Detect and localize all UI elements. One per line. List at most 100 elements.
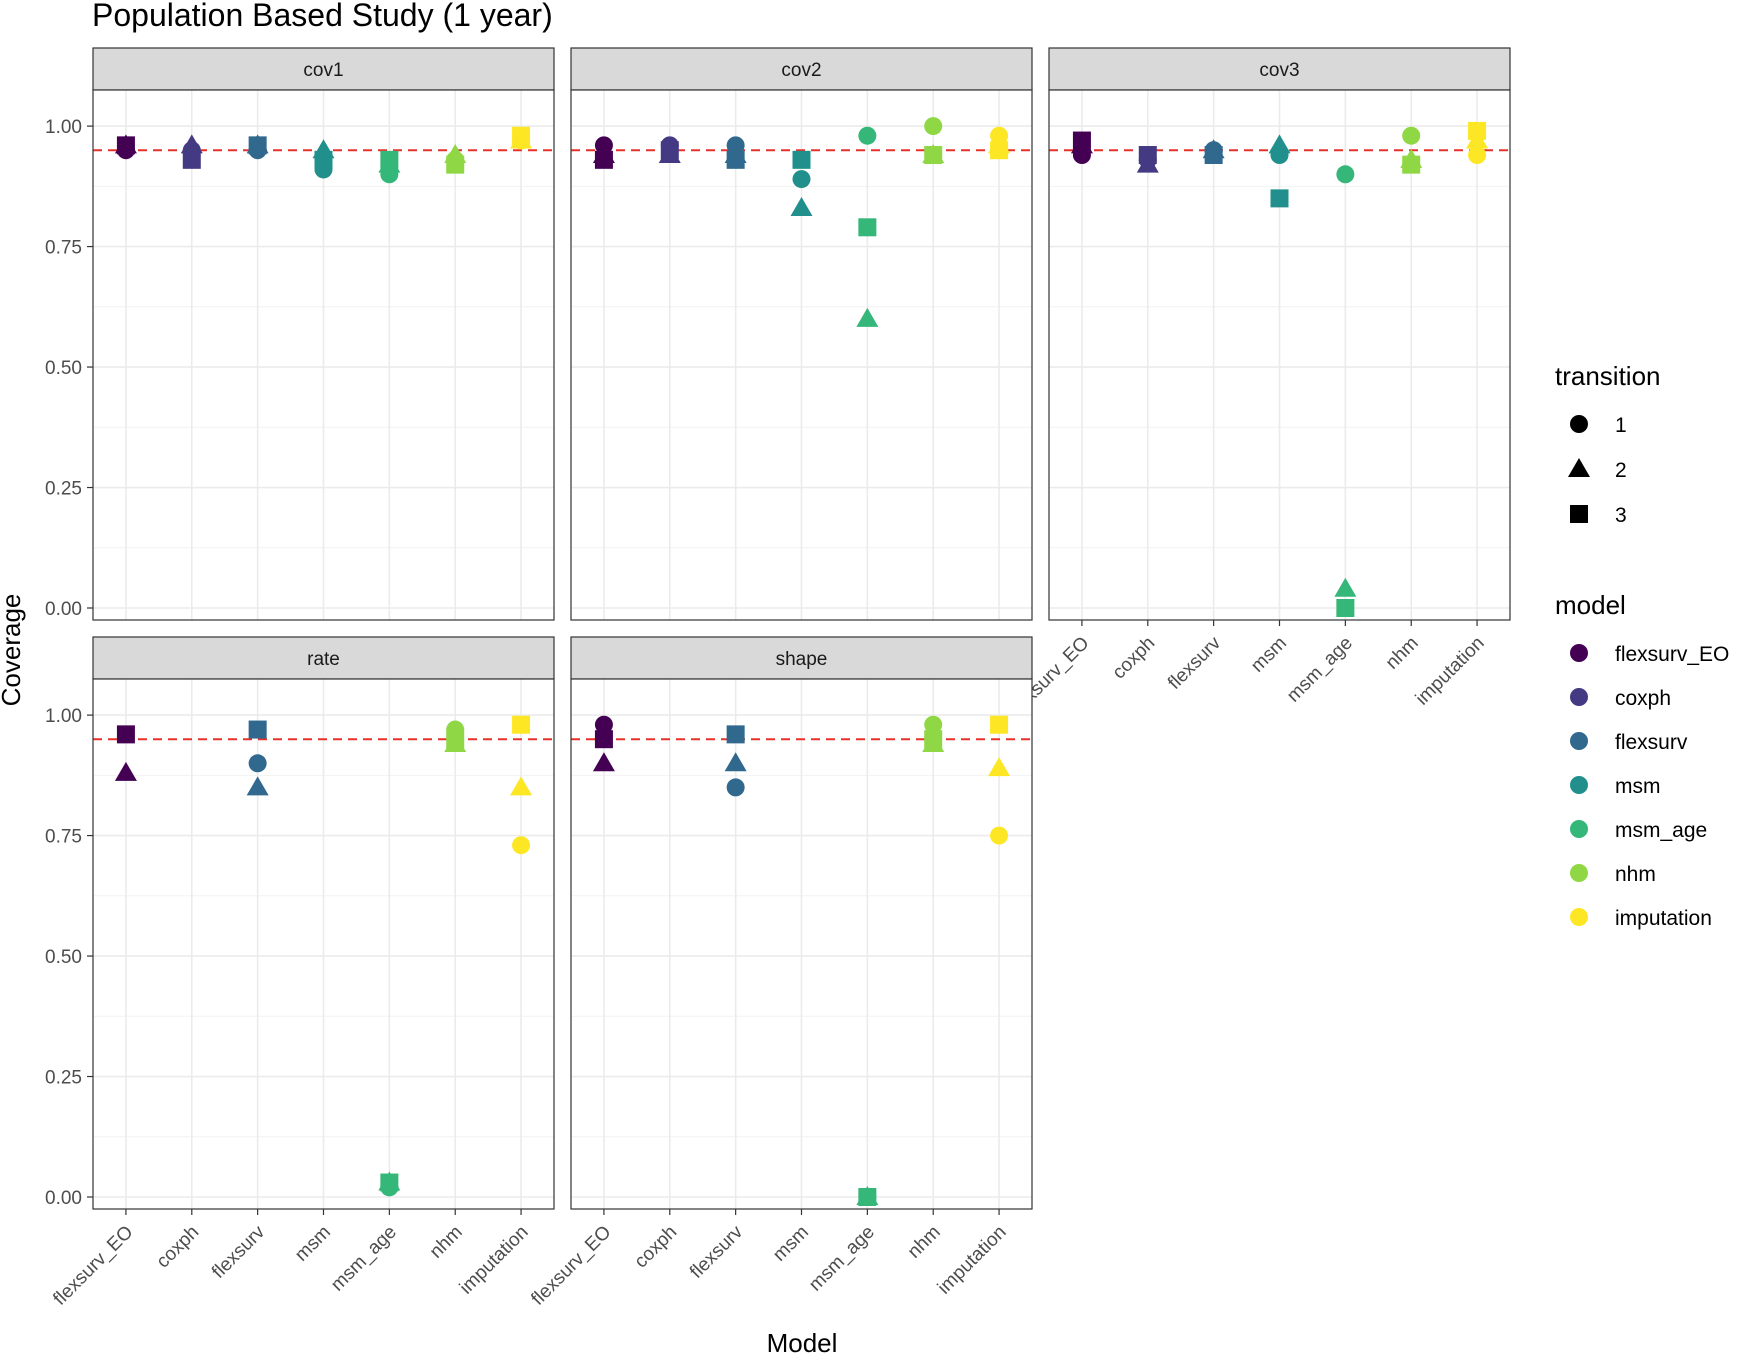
legend-label-model: coxph: [1615, 687, 1671, 710]
point-imputation-t1: [990, 826, 1009, 845]
point-msm_age-t1: [1336, 165, 1355, 184]
legend-label-model: imputation: [1615, 907, 1712, 930]
facet-strip: [570, 636, 1033, 680]
point-msm_age-t3: [380, 150, 399, 169]
legend-key-model-flexsurv_EO: [1570, 644, 1588, 662]
x-tick-label: coxph: [631, 1222, 682, 1273]
point-flexsurv-t3: [726, 725, 745, 744]
point-imputation-t3: [990, 141, 1009, 160]
point-msm-t3: [1270, 189, 1289, 208]
facet-strip-label: cov3: [1259, 60, 1299, 81]
facet-panels: cov1 0.00 0.25 0.50 0.75 1.00 cov2 cov3 flexsurv…: [45, 47, 1511, 1310]
x-tick-label: msm_age: [327, 1222, 401, 1296]
y-tick-label: 0.50: [45, 358, 82, 379]
point-msm_age-t3: [858, 218, 877, 237]
point-flexsurv-t3: [726, 150, 745, 169]
point-coxph-t2: [180, 134, 203, 154]
y-tick-label: 1.00: [45, 706, 82, 727]
x-tick-label: msm_age: [1283, 633, 1357, 707]
point-imputation-t3: [512, 126, 531, 145]
legend-label-transition: 2: [1615, 459, 1627, 482]
chart-title: Population Based Study (1 year): [92, 0, 553, 33]
legend-key-transition-2: [1568, 458, 1590, 477]
point-imputation-t2: [510, 776, 533, 796]
point-nhm-t1: [1402, 126, 1421, 145]
point-msm_age-t3: [380, 1173, 399, 1192]
x-tick-label: nhm: [904, 1222, 945, 1263]
point-flexsurv_EO-t3: [116, 725, 135, 744]
point-nhm-t3: [924, 730, 943, 749]
point-flexsurv_EO-t2: [592, 752, 615, 772]
y-tick-label: 0.00: [45, 1188, 82, 1209]
y-axis-title: Coverage: [0, 594, 26, 707]
legend-key-model-imputation: [1570, 908, 1588, 926]
point-flexsurv_EO-t2: [114, 761, 137, 781]
point-flexsurv_EO-t3: [594, 150, 613, 169]
facet-strip: [92, 636, 555, 680]
facet-strip: [92, 47, 555, 91]
legend-title-model: model: [1555, 590, 1626, 620]
legend-key-model-flexsurv: [1570, 732, 1588, 750]
point-flexsurv_EO-t3: [594, 730, 613, 749]
point-nhm-t1: [924, 715, 943, 734]
legend-key-model-msm_age: [1570, 820, 1588, 838]
x-tick-label: imputation: [456, 1222, 533, 1299]
point-flexsurv-t1: [726, 778, 745, 797]
legend-label-model: msm: [1615, 775, 1661, 798]
point-flexsurv-t3: [1204, 146, 1223, 165]
point-flexsurv_EO-t1: [594, 715, 613, 734]
x-tick-label: flexsurv: [208, 1221, 269, 1282]
point-coxph-t3: [182, 150, 201, 169]
facet-strip-label: rate: [307, 649, 340, 670]
legend-label-model: nhm: [1615, 863, 1656, 886]
x-tick-label: nhm: [1382, 633, 1423, 674]
point-nhm-t1: [924, 117, 943, 136]
panel-border: [570, 89, 1033, 621]
point-flexsurv-t3: [248, 720, 267, 739]
facet-strip-label: shape: [776, 649, 828, 670]
y-tick-label: 1.00: [45, 117, 82, 138]
legend-label-transition: 3: [1615, 504, 1627, 527]
point-flexsurv-t2: [724, 752, 747, 772]
point-msm_age-t1: [858, 126, 877, 145]
point-flexsurv_EO-t3: [116, 136, 135, 155]
point-flexsurv-t3: [248, 136, 267, 155]
point-nhm-t3: [446, 730, 465, 749]
point-msm_age-t2: [1334, 577, 1357, 597]
point-flexsurv-t1: [248, 754, 267, 773]
legend-label-transition: 1: [1615, 414, 1627, 437]
x-tick-label: imputation: [934, 1222, 1011, 1299]
point-msm-t3: [314, 150, 333, 169]
y-tick-label: 0.75: [45, 827, 82, 848]
x-axis-title: Model: [767, 1328, 838, 1358]
point-coxph-t3: [660, 141, 679, 160]
x-tick-label: msm: [769, 1222, 813, 1266]
x-tick-label: coxph: [1109, 633, 1160, 684]
x-tick-label: msm: [1247, 633, 1291, 677]
point-msm-t1: [792, 170, 811, 189]
legend-label-model: msm_age: [1615, 819, 1707, 842]
facet-strip-label: cov2: [781, 60, 821, 81]
facet-panel-rate: rate 0.00 0.25 0.50 0.75 1.00 flexsurv_EO coxph…: [45, 636, 555, 1310]
legend-key-model-nhm: [1570, 864, 1588, 882]
point-nhm-t3: [446, 155, 465, 174]
legend-key-model-msm: [1570, 776, 1588, 794]
point-imputation-t3: [990, 715, 1009, 734]
point-msm-t2: [1268, 134, 1291, 154]
legend-title-transition: transition: [1555, 361, 1661, 391]
x-tick-label: flexsurv: [686, 1221, 747, 1282]
point-imputation-t2: [988, 757, 1011, 777]
legend-key-transition-3: [1570, 505, 1588, 523]
x-tick-label: flexsurv: [1164, 632, 1225, 693]
y-tick-label: 0.50: [45, 947, 82, 968]
point-flexsurv_EO-t3: [1072, 131, 1091, 150]
point-flexsurv-t2: [246, 776, 269, 796]
point-coxph-t3: [1138, 146, 1157, 165]
x-tick-label: msm: [291, 1222, 335, 1266]
y-tick-label: 0.25: [45, 479, 82, 500]
point-imputation-t1: [512, 836, 531, 855]
